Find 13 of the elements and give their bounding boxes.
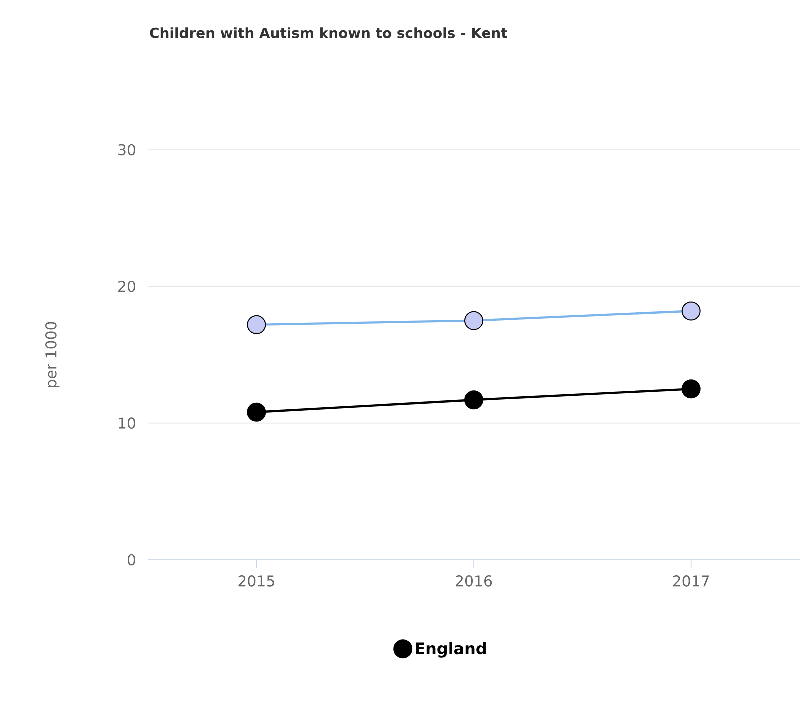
y-axis-title: per 1000 (46, 322, 60, 388)
chart-title: Children with Autism known to schools - Kent (150, 28, 508, 38)
legend-label: England (416, 642, 486, 658)
x-tick-label: 2016 (456, 576, 492, 587)
point (464, 390, 484, 410)
x-tick-label: 2015 (238, 576, 274, 587)
x-tick-label: 2017 (673, 576, 710, 587)
y-tick-label: 10 (119, 418, 136, 429)
y-tick-label: 20 (118, 281, 136, 292)
y-tick-label: 30 (118, 144, 136, 156)
y-tick-label: 0 (128, 554, 136, 566)
point (247, 402, 266, 422)
point (682, 380, 701, 399)
